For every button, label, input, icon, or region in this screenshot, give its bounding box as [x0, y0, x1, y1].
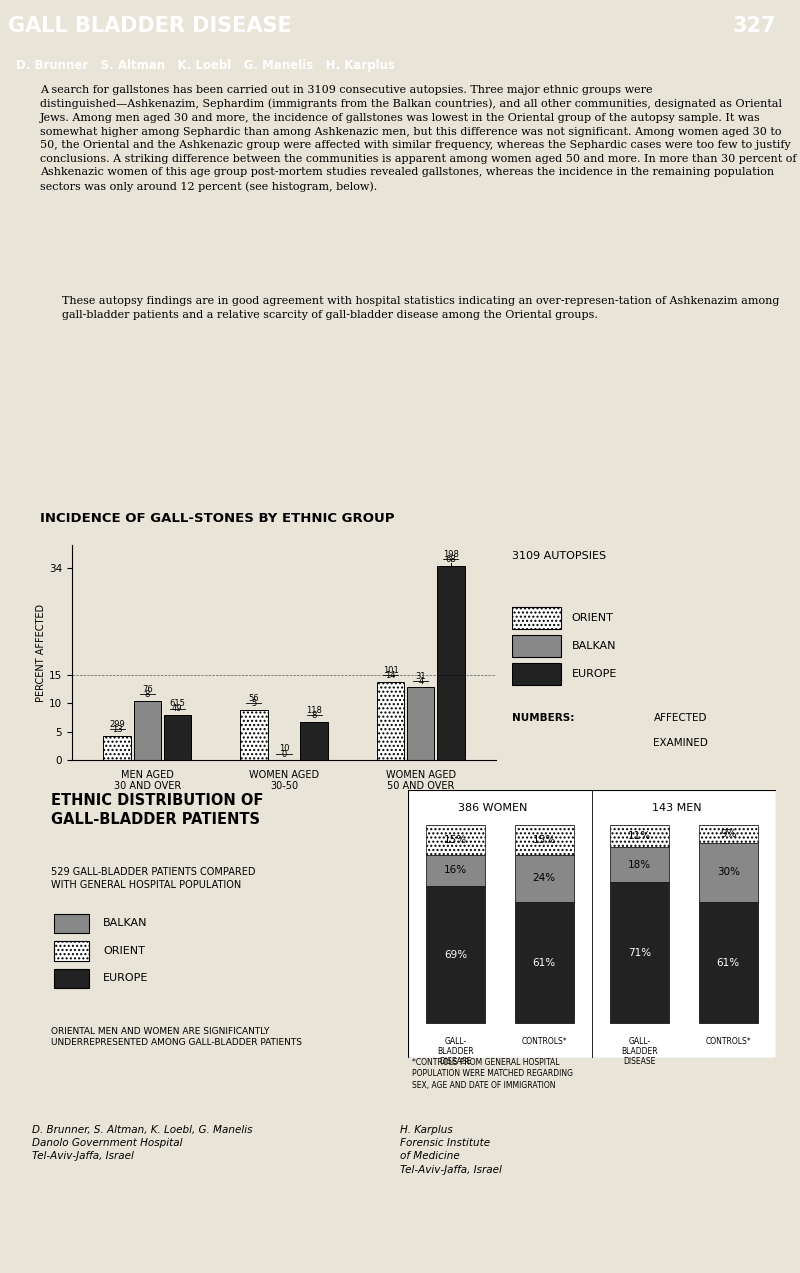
Text: 14: 14: [386, 671, 396, 680]
Text: 101: 101: [383, 666, 398, 675]
Bar: [698, 825, 758, 843]
Text: *CONTROLS FROM GENERAL HOSPITAL
POPULATION WERE MATCHED REGARDING
SEX, AGE AND D: *CONTROLS FROM GENERAL HOSPITAL POPULATI…: [412, 1058, 573, 1090]
Bar: [103, 736, 131, 760]
Text: GALL-
BLADDER
DISEASE: GALL- BLADDER DISEASE: [438, 1036, 474, 1067]
Text: 8: 8: [145, 690, 150, 699]
Text: 18%: 18%: [628, 859, 651, 869]
Bar: [512, 635, 561, 657]
Text: 10: 10: [278, 745, 290, 754]
Text: 61%: 61%: [717, 957, 740, 967]
Text: 9%: 9%: [720, 829, 737, 839]
Text: 16%: 16%: [444, 866, 467, 876]
Text: 198: 198: [443, 550, 459, 559]
Bar: [54, 914, 90, 933]
Text: 118: 118: [306, 707, 322, 715]
Bar: [377, 681, 404, 760]
Text: 13: 13: [112, 726, 122, 735]
Text: GALL-
BLADDER
DISEASE: GALL- BLADDER DISEASE: [622, 1036, 658, 1067]
Text: 49: 49: [172, 704, 182, 713]
Text: ORIENT: ORIENT: [103, 946, 146, 956]
Text: 5: 5: [251, 699, 257, 708]
Text: These autopsy findings are in good agreement with hospital statistics indicating: These autopsy findings are in good agree…: [62, 297, 779, 320]
Text: CONTROLS*: CONTROLS*: [706, 1036, 751, 1045]
Text: 56: 56: [249, 694, 259, 703]
Text: 0: 0: [282, 750, 286, 759]
Text: 143 MEN: 143 MEN: [652, 803, 702, 813]
Text: H. Karplus
Forensic Institute
of Medicine
Tel-Aviv-Jaffa, Israel: H. Karplus Forensic Institute of Medicin…: [400, 1125, 502, 1175]
Text: 529 GALL-BLADDER PATIENTS COMPARED
WITH GENERAL HOSPITAL POPULATION: 529 GALL-BLADDER PATIENTS COMPARED WITH …: [50, 867, 255, 890]
Text: 68: 68: [446, 555, 456, 564]
Text: AFFECTED: AFFECTED: [654, 713, 707, 723]
Bar: [134, 700, 161, 760]
Text: 15%: 15%: [444, 835, 467, 845]
Text: ORIENT: ORIENT: [572, 614, 614, 622]
Bar: [512, 663, 561, 685]
Text: CONTROLS*: CONTROLS*: [522, 1036, 567, 1045]
Text: BALKAN: BALKAN: [103, 918, 148, 928]
Text: EXAMINED: EXAMINED: [654, 738, 708, 749]
Text: 61%: 61%: [533, 957, 556, 967]
Bar: [164, 715, 191, 760]
Bar: [54, 969, 90, 988]
Text: 615: 615: [170, 699, 186, 708]
Bar: [610, 825, 670, 847]
Text: 3109 AUTOPSIES: 3109 AUTOPSIES: [512, 551, 606, 561]
Text: D. Brunner, S. Altman, K. Loebl, G. Manelis
Danolo Government Hospital
Tel-Aviv-: D. Brunner, S. Altman, K. Loebl, G. Mane…: [32, 1125, 253, 1161]
Text: EUROPE: EUROPE: [103, 974, 149, 983]
Text: 11%: 11%: [628, 831, 651, 840]
Text: INCIDENCE OF GALL-STONES BY ETHNIC GROUP: INCIDENCE OF GALL-STONES BY ETHNIC GROUP: [40, 513, 394, 526]
Text: BALKAN: BALKAN: [572, 642, 616, 651]
Text: ORIENTAL MEN AND WOMEN ARE SIGNIFICANTLY
UNDERREPRESENTED AMONG GALL-BLADDER PAT: ORIENTAL MEN AND WOMEN ARE SIGNIFICANTLY…: [50, 1026, 302, 1046]
Bar: [512, 607, 561, 629]
Text: 327: 327: [733, 17, 776, 36]
Bar: [437, 565, 465, 760]
Text: 386 WOMEN: 386 WOMEN: [458, 803, 527, 813]
Text: EUROPE: EUROPE: [572, 670, 618, 679]
Text: 69%: 69%: [444, 950, 467, 960]
Text: ETHNIC DISTRIBUTION OF
GALL-BLADDER PATIENTS: ETHNIC DISTRIBUTION OF GALL-BLADDER PATI…: [50, 793, 263, 827]
Text: 15%: 15%: [533, 835, 556, 845]
Bar: [301, 722, 328, 760]
Text: A search for gallstones has been carried out in 3109 consecutive autopsies. Thre: A search for gallstones has been carried…: [40, 85, 797, 192]
Text: NUMBERS:: NUMBERS:: [512, 713, 574, 723]
Text: 71%: 71%: [628, 948, 651, 957]
Text: D. Brunner   S. Altman   K. Loebl   G. Manelis   H. Karplus: D. Brunner S. Altman K. Loebl G. Manelis…: [16, 59, 395, 71]
Bar: [54, 941, 90, 961]
Text: 76: 76: [142, 685, 153, 694]
Text: 4: 4: [418, 676, 423, 686]
Y-axis label: PERCENT AFFECTED: PERCENT AFFECTED: [36, 603, 46, 701]
Text: GALL BLADDER DISEASE: GALL BLADDER DISEASE: [8, 17, 292, 36]
Text: 31: 31: [415, 671, 426, 681]
Text: 8: 8: [311, 712, 317, 721]
Text: 30%: 30%: [717, 867, 740, 877]
Text: 24%: 24%: [533, 873, 556, 883]
Bar: [240, 709, 267, 760]
Text: 299: 299: [110, 721, 125, 729]
Bar: [407, 687, 434, 760]
